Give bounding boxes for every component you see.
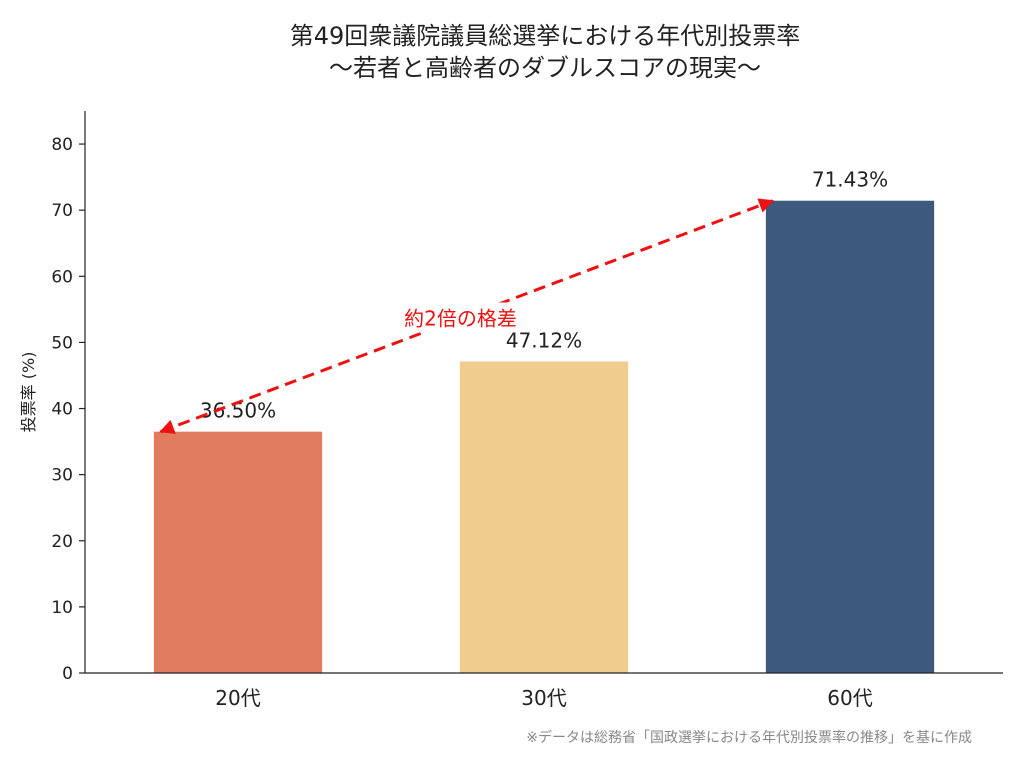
- gap-annotation-text: 約2倍の格差: [404, 307, 517, 331]
- y-tick-label: 20: [51, 532, 73, 552]
- x-tick-label-3: 60代: [827, 686, 872, 710]
- y-tick-label: 70: [51, 201, 73, 221]
- y-tick-label: 0: [62, 664, 73, 684]
- x-tick-label-1: 20代: [215, 686, 260, 710]
- source-footnote: ※データは総務省「国政選挙における年代別投票率の推移」を基に作成: [526, 729, 972, 746]
- value-label-3: 71.43%: [812, 168, 888, 192]
- bar-3: [765, 200, 935, 673]
- y-tick-label: 40: [51, 400, 73, 420]
- bar-1: [153, 431, 323, 673]
- x-axis-labels: 20代 30代 60代: [215, 686, 872, 710]
- chart-title-line-2: 〜若者と高齢者のダブルスコアの現実〜: [329, 54, 761, 82]
- y-axis-label: 投票率 (%): [19, 352, 38, 433]
- x-tick-label-2: 30代: [521, 686, 566, 710]
- bar-2: [459, 361, 629, 673]
- gap-annotation-background: [388, 302, 533, 333]
- y-tick-label: 80: [51, 135, 73, 155]
- y-tick-label: 50: [51, 333, 73, 353]
- chart-title-line-1: 第49回衆議院議員総選挙における年代別投票率: [290, 22, 801, 50]
- y-tick-label: 60: [51, 267, 73, 287]
- y-axis-ticks: 0 10 20 30 40 50 60 70 80: [51, 135, 85, 684]
- y-tick-label: 10: [51, 598, 73, 618]
- y-tick-label: 30: [51, 466, 73, 486]
- bars: [153, 200, 935, 673]
